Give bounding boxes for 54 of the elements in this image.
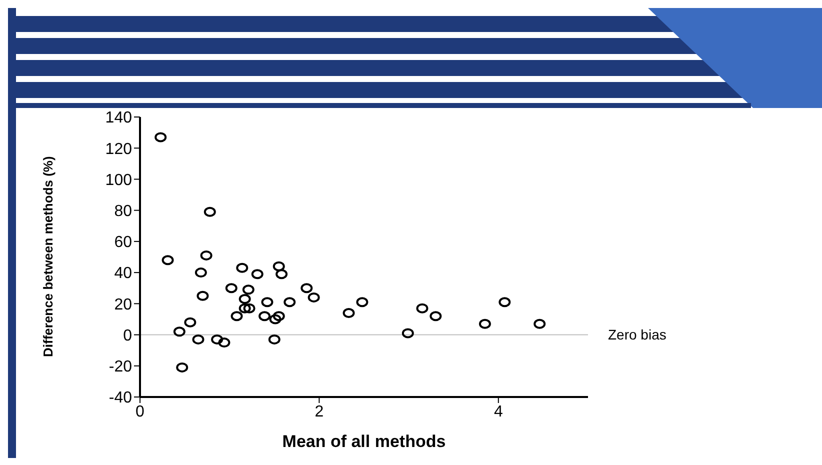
point — [196, 290, 209, 301]
x-tick-label: 0 — [136, 403, 145, 420]
point — [300, 283, 313, 294]
point — [498, 297, 511, 308]
y-tick-label: 100 — [105, 172, 132, 189]
point — [342, 308, 355, 318]
point — [534, 318, 546, 329]
y-axis-title: Difference between methods (%) — [40, 156, 56, 357]
point — [268, 334, 280, 344]
point — [261, 297, 274, 308]
point — [272, 311, 285, 322]
point — [308, 292, 320, 302]
y-tick-label: 20 — [114, 296, 132, 314]
point — [478, 318, 491, 329]
point — [173, 326, 186, 337]
point — [204, 206, 216, 217]
point — [184, 317, 196, 328]
point — [162, 255, 174, 266]
point — [211, 334, 224, 344]
ref-line-label: Zero bias — [608, 326, 666, 343]
point — [251, 269, 264, 280]
point — [225, 283, 238, 294]
point — [192, 334, 204, 344]
point — [356, 297, 368, 308]
point — [200, 250, 212, 260]
point — [402, 328, 414, 338]
point — [238, 303, 251, 314]
point — [242, 284, 254, 295]
x-tick-label: 4 — [494, 403, 503, 420]
point — [230, 311, 243, 322]
point — [284, 297, 296, 308]
point — [218, 338, 230, 348]
point — [430, 311, 442, 322]
y-tick-label: 80 — [114, 203, 132, 220]
point — [416, 303, 428, 314]
point — [258, 311, 271, 322]
x-axis-title: Mean of all methods — [282, 432, 446, 451]
point — [276, 269, 288, 280]
y-tick-label: -40 — [108, 390, 132, 407]
point — [176, 362, 188, 372]
x-tick-label: 2 — [314, 403, 324, 420]
point — [243, 303, 256, 314]
y-tick-label: 0 — [123, 327, 132, 344]
y-tick-label: 60 — [114, 234, 132, 252]
y-tick-label: 120 — [105, 140, 132, 158]
point — [236, 262, 248, 273]
point — [238, 294, 251, 304]
point — [269, 314, 282, 324]
y-tick-label: 40 — [114, 265, 132, 282]
y-tick-label: 140 — [105, 110, 132, 127]
point — [272, 261, 285, 272]
y-tick-label: -20 — [108, 358, 132, 376]
point — [154, 132, 167, 142]
point — [194, 268, 207, 278]
